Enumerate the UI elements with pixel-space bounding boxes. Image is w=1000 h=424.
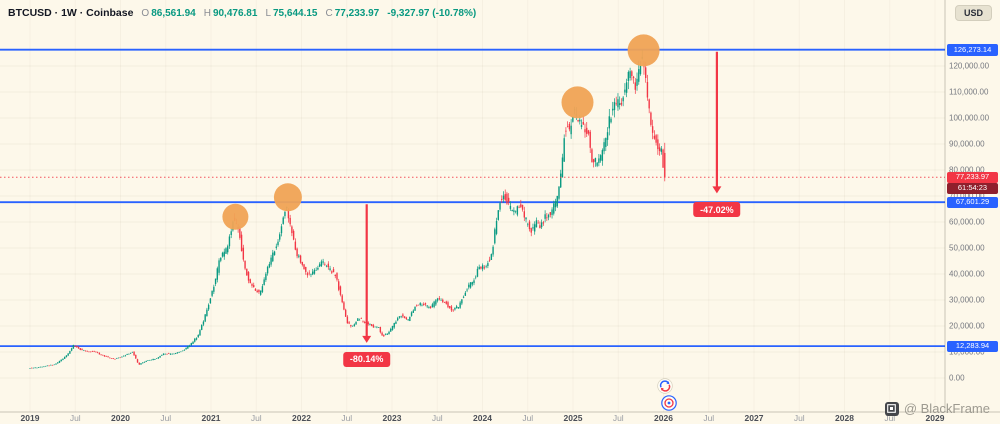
gridlines	[0, 65, 945, 379]
svg-text:2020: 2020	[111, 413, 130, 423]
high-label: H	[203, 8, 211, 19]
emoji-sticker-icon[interactable]	[661, 395, 677, 411]
drop-percent-badge[interactable]: -80.14%	[342, 351, 391, 367]
high-value: 90,476.81	[212, 8, 258, 19]
svg-text:Jul: Jul	[703, 413, 714, 423]
currency-button[interactable]: USD	[954, 5, 992, 21]
low-value: 75,644.15	[273, 8, 318, 19]
svg-text:110,000.00: 110,000.00	[949, 88, 989, 97]
svg-text:80,000.00: 80,000.00	[949, 166, 985, 175]
svg-text:Jul: Jul	[160, 413, 171, 423]
svg-text:2029: 2029	[926, 413, 945, 423]
svg-text:50,000.00: 50,000.00	[949, 244, 985, 253]
symbol-title[interactable]: BTCUSD · 1W · Coinbase	[8, 7, 134, 19]
drop-percent-badge[interactable]: -47.02%	[693, 202, 741, 218]
svg-text:Jul: Jul	[613, 413, 624, 423]
open-label: O	[141, 8, 150, 19]
svg-text:30,000.00: 30,000.00	[949, 296, 985, 305]
svg-text:Jul: Jul	[70, 413, 81, 423]
ohlc-low: L 75,644.15	[265, 8, 317, 19]
svg-text:100,000.00: 100,000.00	[949, 114, 990, 123]
candles	[29, 49, 666, 369]
close-label: C	[325, 8, 333, 19]
svg-text:Jul: Jul	[522, 413, 533, 423]
watermark-text: @ BlackFrame	[903, 401, 990, 416]
blackframe-logo-icon	[884, 401, 899, 416]
close-value: 77,233.97	[334, 8, 380, 19]
sticker-icons[interactable]	[657, 378, 677, 411]
svg-text:2019: 2019	[21, 413, 40, 423]
projection-arrow[interactable]	[712, 51, 722, 194]
highlight-circles[interactable]	[222, 34, 660, 230]
low-label: L	[265, 8, 271, 19]
svg-text:2025: 2025	[564, 413, 583, 423]
svg-text:2028: 2028	[835, 413, 854, 423]
svg-text:Jul: Jul	[884, 413, 895, 423]
swap-arrows-icon[interactable]	[657, 378, 673, 394]
svg-text:2021: 2021	[202, 413, 221, 423]
svg-text:70,000.00: 70,000.00	[949, 192, 985, 201]
svg-text:2024: 2024	[473, 413, 492, 423]
svg-text:40,000.00: 40,000.00	[949, 270, 985, 279]
svg-text:Jul: Jul	[794, 413, 805, 423]
svg-text:90,000.00: 90,000.00	[949, 140, 985, 149]
time-axis-labels[interactable]: 2019 Jul 2020 Jul 2021 Jul 2022 Jul 2023 Jul 2024 J…	[21, 413, 945, 423]
open-value: 86,561.94	[151, 8, 196, 19]
svg-text:2027: 2027	[745, 413, 764, 423]
symbol-legend: BTCUSD · 1W · Coinbase O 86,561.94 H 90,…	[8, 7, 476, 19]
svg-text:Jul: Jul	[341, 413, 352, 423]
svg-text:20,000.00: 20,000.00	[949, 322, 985, 331]
svg-text:Jul: Jul	[432, 413, 443, 423]
svg-text:2022: 2022	[292, 413, 311, 423]
change-value: -9,327.97 (-10.78%)	[387, 8, 477, 19]
svg-text:Jul: Jul	[251, 413, 262, 423]
price-axis-labels[interactable]: 120,000.00 110,000.00 100,000.00 90,000.00 8…	[949, 62, 990, 383]
projection-arrow[interactable]	[362, 204, 372, 343]
svg-text:2023: 2023	[383, 413, 402, 423]
svg-text:2026: 2026	[654, 413, 673, 423]
svg-text:10,000.00: 10,000.00	[949, 348, 985, 357]
ohlc-open: O 86,561.94	[141, 8, 195, 19]
svg-text:60,000.00: 60,000.00	[949, 218, 985, 227]
ohlc-high: H 90,476.81	[204, 8, 258, 19]
price-level-lines[interactable]	[0, 48, 945, 348]
watermark: @ BlackFrame	[884, 401, 990, 416]
svg-text:120,000.00: 120,000.00	[949, 62, 990, 71]
ohlc-close: C 77,233.97	[326, 8, 380, 19]
svg-text:0.00: 0.00	[949, 374, 965, 383]
